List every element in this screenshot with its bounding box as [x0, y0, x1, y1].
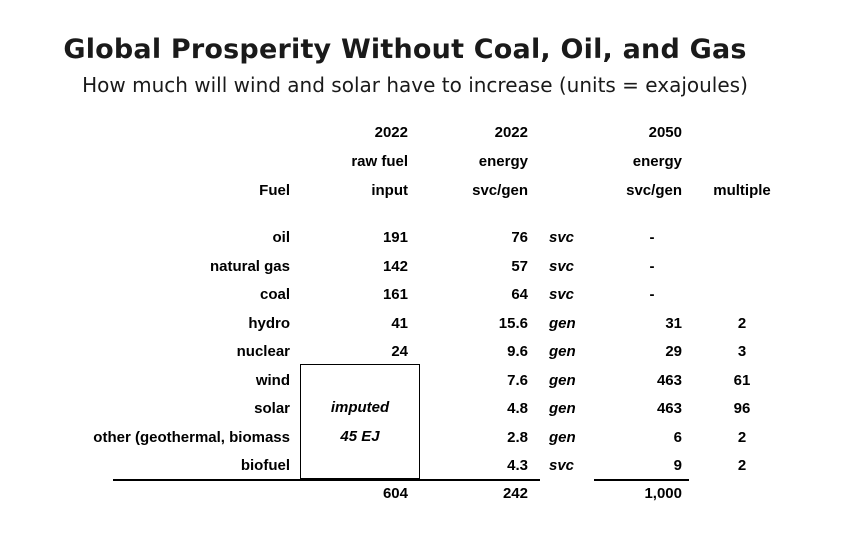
raw-fuel-value: 142: [382, 257, 408, 275]
svc-gen-label: gen: [549, 343, 576, 360]
energy-2050-value: -: [649, 229, 655, 246]
header-energy-2050: 2050: [648, 124, 682, 141]
header-raw-fuel: raw fuel: [351, 153, 408, 170]
imputed-label: imputed: [330, 399, 390, 416]
header-multiple: multiple: [713, 182, 771, 199]
energy-2022-value: 4.3: [507, 457, 528, 474]
svc-gen-label: svc: [549, 257, 575, 275]
energy-2022-value: 9.6: [507, 343, 528, 360]
fuel-name: other (geothermal, biomass: [93, 428, 290, 446]
energy-2050-value: -: [649, 257, 655, 275]
energy-2022-value: 76: [511, 229, 528, 246]
svc-gen-label: svc: [549, 457, 575, 474]
imputed-box: [300, 364, 420, 479]
fuel-name: wind: [255, 371, 290, 389]
energy-2022-value: 7.6: [507, 371, 528, 389]
energy-2050-value: 6: [673, 428, 682, 446]
total-divider-2050: [594, 479, 689, 481]
page-subtitle: How much will wind and solar have to inc…: [82, 73, 748, 97]
fuel-name: hydro: [248, 314, 290, 332]
energy-2050-value: 463: [656, 371, 682, 389]
energy-2050-value: -: [649, 286, 655, 303]
multiple-value: 2: [737, 457, 747, 474]
header-energy-2022: svc/gen: [472, 182, 528, 199]
energy-2022-value: 64: [511, 286, 528, 303]
fuel-name: oil: [272, 229, 291, 246]
energy-2050-value: 463: [656, 400, 682, 417]
energy-2022-value: 15.6: [498, 314, 528, 332]
raw-fuel-value: 41: [391, 314, 408, 332]
header-energy-2022: 2022: [494, 124, 528, 141]
svc-gen-label: gen: [549, 314, 576, 332]
energy-2022-value: 4.8: [507, 400, 528, 417]
fuel-name: natural gas: [209, 257, 290, 275]
energy-2022-value: 57: [511, 257, 528, 275]
header-energy-2022: energy: [478, 153, 528, 170]
multiple-value: 61: [733, 371, 751, 389]
header-fuel: Fuel: [259, 182, 290, 199]
page-title: Global Prosperity Without Coal, Oil, and…: [63, 34, 747, 65]
total-raw-fuel: 604: [382, 485, 408, 502]
fuel-name: nuclear: [236, 343, 290, 360]
svc-gen-label: svc: [549, 286, 575, 303]
multiple-value: 3: [737, 343, 747, 360]
header-raw-fuel: input: [371, 182, 408, 199]
energy-2022-value: 2.8: [507, 428, 528, 446]
raw-fuel-value: 161: [382, 286, 408, 303]
raw-fuel-value: 24: [391, 343, 408, 360]
header-energy-2050: svc/gen: [626, 182, 682, 199]
svc-gen-label: gen: [549, 371, 576, 389]
svc-gen-label: gen: [549, 400, 576, 417]
fuel-name: solar: [254, 400, 290, 417]
multiple-value: 2: [737, 314, 747, 332]
header-raw-fuel: 2022: [374, 124, 408, 141]
total-energy-2022: 242: [502, 485, 528, 502]
imputed-value: 45 EJ: [340, 428, 380, 445]
multiple-value: 2: [737, 428, 747, 446]
svc-gen-label: svc: [549, 229, 575, 246]
energy-2050-value: 29: [665, 343, 682, 360]
svc-gen-label: gen: [549, 428, 576, 446]
fuel-name: coal: [259, 286, 290, 303]
energy-2050-value: 31: [665, 314, 682, 332]
header-energy-2050: energy: [632, 153, 682, 170]
raw-fuel-value: 191: [382, 229, 408, 246]
total-energy-2050: 1,000: [644, 485, 682, 502]
total-divider: [113, 479, 540, 481]
fuel-name: biofuel: [240, 457, 290, 474]
energy-2050-value: 9: [673, 457, 682, 474]
multiple-value: 96: [733, 400, 751, 417]
